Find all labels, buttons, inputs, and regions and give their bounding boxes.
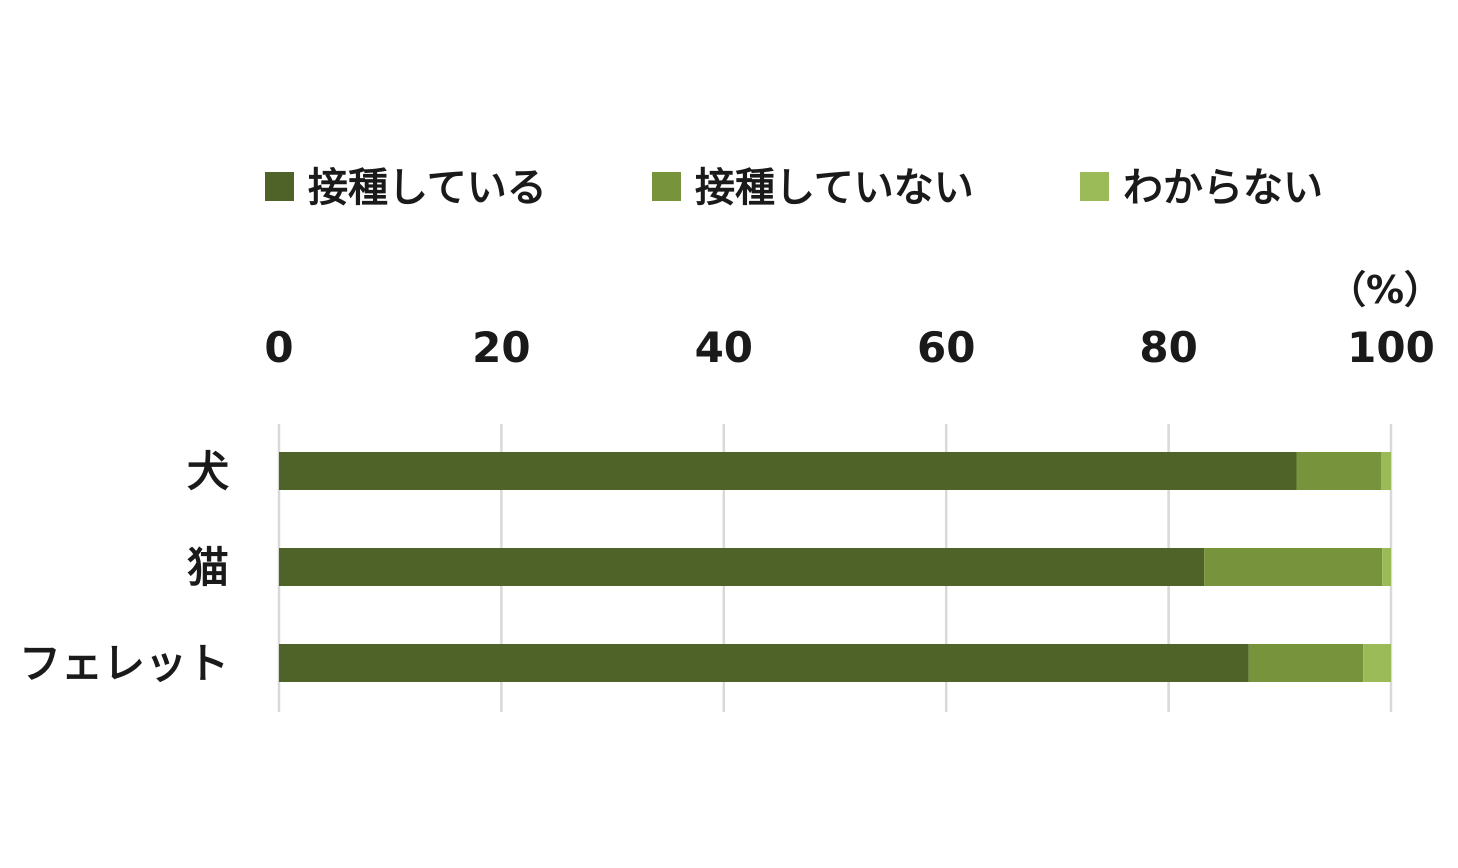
bar-3-series-2 xyxy=(1248,644,1364,682)
x-tick-label-40: 40 xyxy=(695,323,753,372)
legend-swatch-3 xyxy=(1080,172,1109,201)
x-tick-label-20: 20 xyxy=(472,323,530,372)
legend-label-3: わからない xyxy=(1123,165,1323,211)
bars xyxy=(279,452,1391,682)
bar-3-series-3 xyxy=(1363,644,1391,682)
x-axis-ticks: 0 20 40 60 80 100 xyxy=(264,323,1434,372)
bar-1-series-1 xyxy=(279,452,1297,490)
bar-1-series-2 xyxy=(1296,452,1381,490)
category-label-1: 犬 xyxy=(187,447,229,496)
category-label-3: フェレット xyxy=(19,639,229,688)
legend-swatch-1 xyxy=(265,172,294,201)
bar-2-series-2 xyxy=(1204,548,1383,586)
x-axis-unit-label: （%） xyxy=(1328,268,1442,312)
legend-label-1: 接種している xyxy=(308,165,547,211)
legend-swatch-2 xyxy=(652,172,681,201)
x-tick-label-60: 60 xyxy=(917,323,975,372)
x-tick-label-80: 80 xyxy=(1139,323,1197,372)
bar-2-series-1 xyxy=(279,548,1205,586)
bar-3-series-1 xyxy=(279,644,1249,682)
bar-1-series-3 xyxy=(1380,452,1391,490)
x-tick-label-0: 0 xyxy=(264,323,293,372)
category-label-2: 猫 xyxy=(187,543,229,592)
legend: 接種している 接種していない わからない xyxy=(265,165,1323,211)
bar-2-series-3 xyxy=(1382,548,1391,586)
legend-label-2: 接種していない xyxy=(695,165,974,211)
x-tick-label-100: 100 xyxy=(1347,323,1435,372)
